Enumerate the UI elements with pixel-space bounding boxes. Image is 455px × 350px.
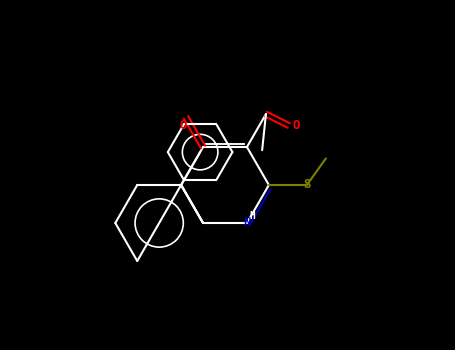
Text: H: H [249, 211, 255, 221]
Text: N: N [243, 217, 251, 230]
Text: O: O [179, 119, 187, 132]
Text: S: S [303, 178, 311, 191]
Text: O: O [293, 119, 300, 132]
